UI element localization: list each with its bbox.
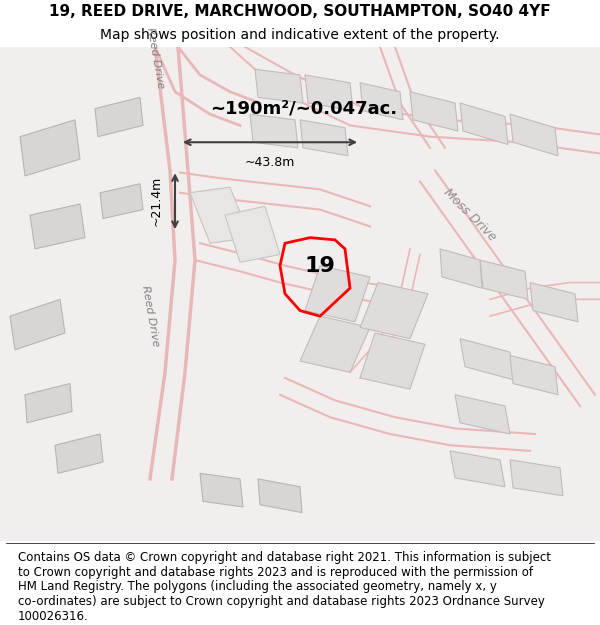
- Polygon shape: [95, 98, 143, 137]
- Polygon shape: [258, 479, 302, 512]
- Polygon shape: [225, 206, 280, 262]
- Text: HM Land Registry. The polygons (including the associated geometry, namely x, y: HM Land Registry. The polygons (includin…: [18, 580, 497, 593]
- Text: Contains OS data © Crown copyright and database right 2021. This information is : Contains OS data © Crown copyright and d…: [18, 551, 551, 564]
- Polygon shape: [190, 187, 250, 243]
- Polygon shape: [360, 82, 403, 120]
- Text: ~43.8m: ~43.8m: [245, 156, 295, 169]
- Text: Reed Drive: Reed Drive: [145, 27, 166, 89]
- Text: Map shows position and indicative extent of the property.: Map shows position and indicative extent…: [100, 28, 500, 42]
- Polygon shape: [460, 339, 515, 380]
- Polygon shape: [450, 451, 505, 487]
- Polygon shape: [455, 395, 510, 434]
- Polygon shape: [20, 120, 80, 176]
- Polygon shape: [460, 103, 508, 144]
- Polygon shape: [30, 204, 85, 249]
- Polygon shape: [510, 460, 563, 496]
- Text: ~190m²/~0.047ac.: ~190m²/~0.047ac.: [210, 99, 397, 118]
- Polygon shape: [510, 356, 558, 395]
- Polygon shape: [440, 249, 482, 288]
- Polygon shape: [510, 114, 558, 156]
- Polygon shape: [480, 260, 528, 299]
- Text: co-ordinates) are subject to Crown copyright and database rights 2023 Ordnance S: co-ordinates) are subject to Crown copyr…: [18, 595, 545, 608]
- Text: 100026316.: 100026316.: [18, 610, 89, 622]
- Text: ~21.4m: ~21.4m: [150, 176, 163, 226]
- Polygon shape: [255, 69, 303, 103]
- Polygon shape: [410, 92, 458, 131]
- Polygon shape: [360, 282, 428, 339]
- Polygon shape: [25, 384, 72, 423]
- Polygon shape: [300, 316, 370, 372]
- Text: Moss Drive: Moss Drive: [441, 186, 499, 244]
- Polygon shape: [10, 299, 65, 350]
- Text: 19, REED DRIVE, MARCHWOOD, SOUTHAMPTON, SO40 4YF: 19, REED DRIVE, MARCHWOOD, SOUTHAMPTON, …: [49, 4, 551, 19]
- Polygon shape: [55, 434, 103, 473]
- Polygon shape: [250, 114, 298, 148]
- Text: Reed Drive: Reed Drive: [140, 285, 160, 348]
- Polygon shape: [305, 266, 370, 322]
- Polygon shape: [200, 473, 243, 507]
- Polygon shape: [305, 75, 353, 111]
- Text: to Crown copyright and database rights 2023 and is reproduced with the permissio: to Crown copyright and database rights 2…: [18, 566, 533, 579]
- Polygon shape: [300, 120, 348, 156]
- Polygon shape: [100, 184, 143, 219]
- Polygon shape: [530, 282, 578, 322]
- Text: 19: 19: [305, 256, 335, 276]
- Polygon shape: [360, 333, 425, 389]
